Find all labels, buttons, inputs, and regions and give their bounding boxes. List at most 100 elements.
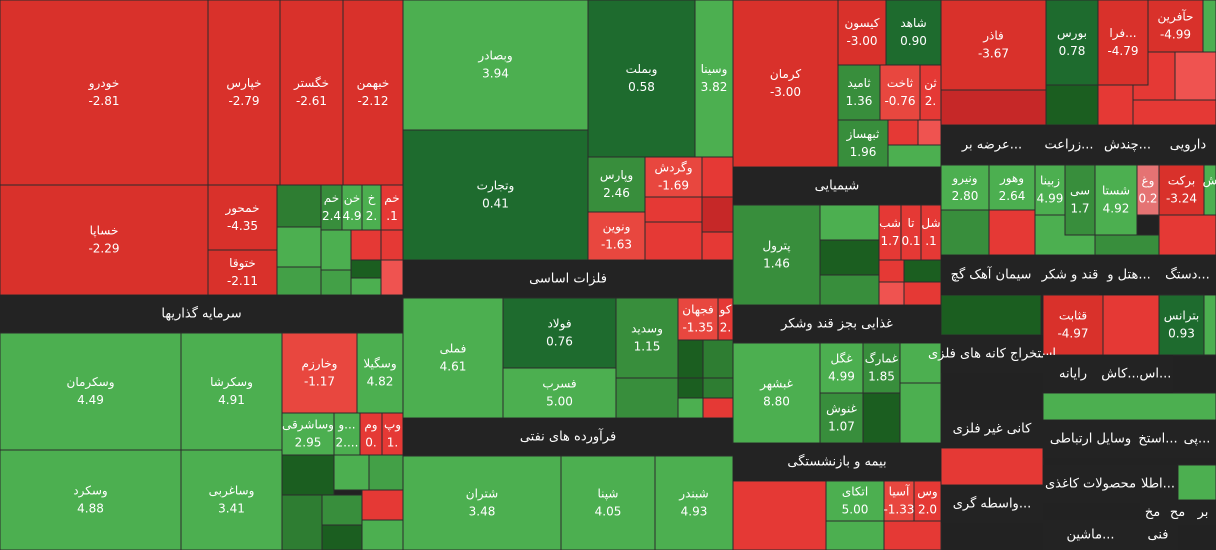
stock-tile [900, 204, 922, 261]
stock-name: وسینا [701, 62, 728, 77]
stock-change: .1 [386, 209, 397, 223]
stock-name: شاهد [900, 16, 926, 30]
sector-label: قند و شکر [1041, 268, 1099, 283]
stock-name: غنوش [826, 402, 857, 417]
stock-tile [333, 412, 361, 456]
stock-name: ثن [924, 76, 936, 91]
stock-change: 5.00 [546, 395, 573, 409]
filler-tile [1203, 294, 1216, 356]
stock-change: 1.07 [828, 420, 855, 434]
filler-tile [883, 520, 942, 550]
stock-tile [180, 332, 283, 451]
stock-tile [1136, 164, 1160, 216]
stock-change: -2.12 [357, 94, 388, 108]
filler-tile [368, 454, 404, 491]
stock-name: وس [917, 485, 937, 500]
stock-change: -2.81 [88, 94, 119, 108]
stock-name: شل [921, 216, 940, 230]
sector-header [1095, 125, 1160, 165]
sector-header [1041, 255, 1099, 295]
sector-label: استخ... [1138, 432, 1177, 447]
sector-label: فنی [1148, 528, 1169, 543]
sector-label: فلزات اساسی [529, 272, 607, 287]
stock-name: ختوقا [229, 256, 256, 271]
stock-tile [920, 204, 942, 261]
stock-name: خگستر [293, 76, 329, 91]
filler-tile [276, 266, 322, 296]
stock-tile [0, 0, 209, 186]
sector-label: واسطه گری... [953, 496, 1032, 512]
stock-name: فرا... [1109, 26, 1136, 41]
stock-tile [402, 455, 562, 550]
stock-name: وم [364, 418, 377, 433]
stock-name: وسکرد [73, 484, 107, 499]
stock-name: ونیرو [951, 171, 977, 186]
stock-change: 2. [720, 321, 731, 335]
stock-change: 0.78 [1059, 44, 1086, 58]
stock-change: 0.76 [546, 335, 573, 349]
stock-name: اتکای [842, 485, 868, 499]
filler-tile [1094, 234, 1160, 256]
stock-name: وخارزم [302, 357, 338, 372]
filler-tile [878, 281, 905, 306]
filler-tile [276, 184, 322, 228]
stock-name: خن [344, 191, 361, 206]
filler-tile [887, 144, 942, 168]
stock-change: 4.92 [1103, 202, 1130, 216]
filler-tile [320, 229, 352, 271]
stock-change: 2.0 [918, 503, 937, 517]
filler-tile [350, 277, 382, 296]
stock-change: 2.4 [322, 209, 341, 223]
stock-name: قثابت [1059, 309, 1087, 323]
stock-change: -2.29 [88, 242, 119, 256]
filler-tile [701, 231, 734, 261]
stock-change: 8.80 [763, 395, 790, 409]
sector-header [941, 125, 1043, 165]
stock-tile [207, 184, 278, 251]
sector-label: هتل و... [1106, 268, 1150, 283]
sector-header [941, 485, 1043, 523]
stock-name: غمارگ [865, 352, 898, 367]
filler-tile [350, 259, 382, 279]
stock-name: بورس [1057, 26, 1087, 41]
stock-name: وغ [1142, 174, 1155, 189]
sector-label: اس... [1140, 367, 1172, 382]
sector-label: دستگ... [1165, 267, 1210, 283]
stock-name: ونوین [603, 220, 631, 235]
stock-change: 4.99 [828, 370, 855, 384]
sector-label: مح [1170, 505, 1185, 520]
stock-name: وپ [384, 418, 401, 433]
filler-tile [903, 259, 942, 283]
sector-header [0, 295, 403, 333]
filler-tile [644, 196, 703, 223]
stock-name: خ [368, 191, 376, 205]
stock-change: 4.99 [1037, 192, 1064, 206]
stock-tile [1094, 164, 1138, 236]
stock-tile [279, 0, 344, 186]
stock-change: 1.36 [846, 94, 873, 108]
filler-tile [1102, 294, 1160, 356]
sector-header [1138, 420, 1178, 458]
sector-label: غذایی بجز قند وشکر [780, 317, 893, 332]
stock-change: 1. [387, 436, 398, 450]
filler-tile [321, 494, 363, 526]
sector-header [733, 167, 941, 205]
stock-name: خبهمن [357, 76, 390, 91]
filler-tile [380, 259, 404, 296]
stock-change: 2.95 [295, 436, 322, 450]
filler-tile [361, 489, 404, 521]
stock-name: و... [337, 418, 355, 433]
stock-tile [837, 64, 881, 121]
filler-tile [615, 377, 679, 419]
stock-name: خمحور [224, 201, 259, 216]
stock-change: 4.61 [440, 360, 467, 374]
filler-tile [1045, 84, 1099, 126]
sector-header [733, 305, 941, 343]
filler-tile [281, 494, 323, 550]
stock-change: 2.... [336, 436, 359, 450]
filler-tile [1158, 214, 1216, 256]
filler-tile [940, 209, 990, 256]
stock-change: 3.41 [218, 502, 245, 516]
stock-name: وتجارت [477, 179, 515, 194]
stock-change: 1.15 [634, 340, 661, 354]
